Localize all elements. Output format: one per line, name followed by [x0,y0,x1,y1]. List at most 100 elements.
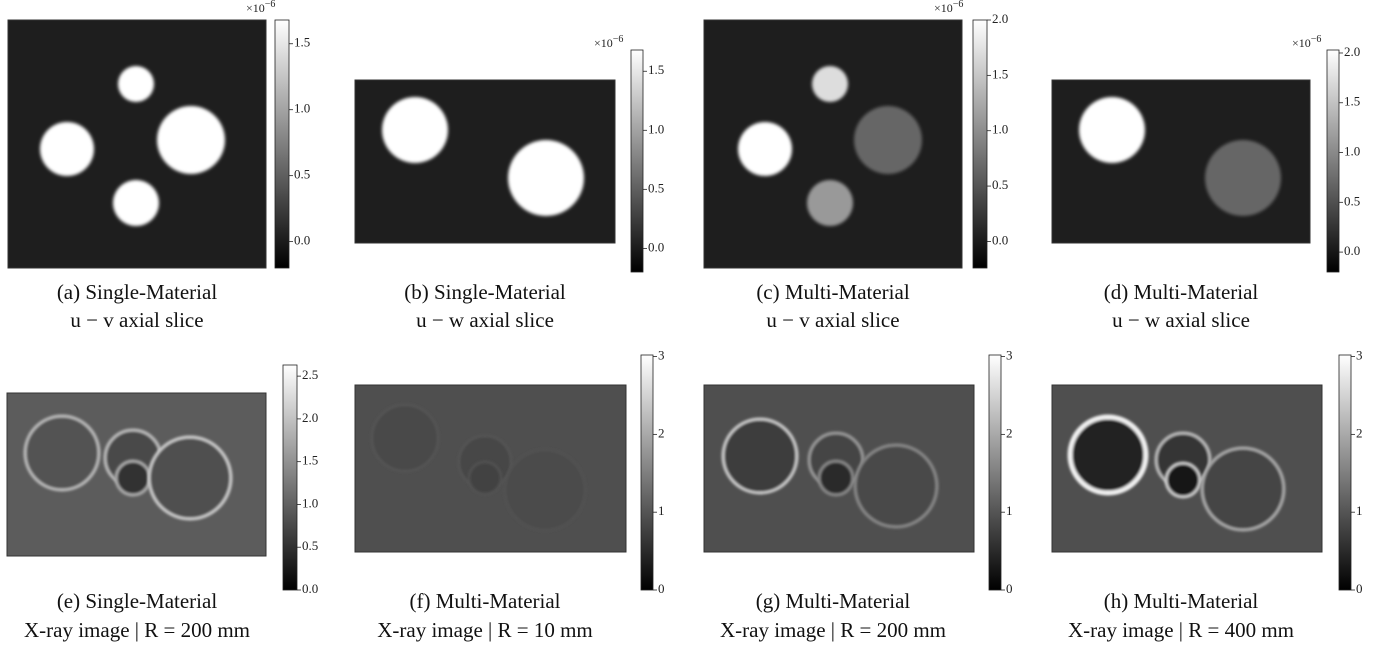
colorbar-tick-label: 0.0 [1344,243,1360,258]
blob [853,443,939,529]
colorbar-multiplier: ×10−6 [1292,34,1321,50]
colorbar-tick-label: 1.5 [1344,94,1360,109]
multiplier-exponent: −6 [265,0,276,10]
colorbar-tick-label: 1.0 [992,122,1008,137]
blob [1079,97,1145,163]
colorbar-tick-label: 0 [1356,581,1363,596]
multiplier-exponent: −6 [1311,34,1322,45]
colorbar-tick-label: 2.0 [992,11,1008,26]
caption: (h) Multi-Material [1104,589,1259,613]
panel: 0 1 2 3 (f) Multi-Material X-ray image | R = … [354,348,665,642]
colorbar-tick-label: 0 [658,581,665,596]
colorbar-tick-label: 1.0 [648,121,664,136]
colorbar-tick-label: 1.5 [302,453,318,468]
blob [23,414,101,492]
caption: (d) Multi-Material [1104,280,1259,304]
blob [157,106,225,174]
caption: u − w axial slice [416,308,554,332]
blob [1200,446,1286,532]
colorbar-tick-label: 1 [1356,503,1363,518]
colorbar [274,19,290,269]
multiplier-base: ×10 [1292,36,1311,50]
colorbar-tick-label: 0.5 [302,538,318,553]
blob [40,122,94,176]
colorbar [640,354,654,591]
colorbar-tick-label: 0.0 [992,232,1008,247]
colorbar-tick-label: 3 [1006,348,1013,363]
caption: (g) Multi-Material [756,589,911,613]
colorbar-tick-label: 1.5 [648,62,664,77]
blob [118,66,154,102]
blob [147,435,233,521]
colorbar-tick-label: 2 [1006,425,1013,440]
blob [738,122,792,176]
blob [721,417,799,495]
caption: (c) Multi-Material [756,280,910,304]
colorbar-tick-label: 3 [1356,348,1363,363]
caption: u − v axial slice [766,308,899,332]
colorbar-tick-label: 0.5 [1344,193,1360,208]
multiplier-exponent: −6 [953,0,964,10]
panel: 0.0 0.5 1.0 1.5 2.0 2.5 (e) Single-Material X-r… [6,364,318,642]
colorbar-tick-label: 0.0 [294,233,310,248]
caption: (a) Single-Material [57,280,218,304]
colorbar-tick-label: 2.0 [1344,44,1360,59]
colorbar-tick-label: 0.5 [648,180,664,195]
multiplier-base: ×10 [246,1,265,15]
multiplier-exponent: −6 [613,34,624,45]
caption: X-ray image | R = 200 mm [24,618,250,642]
colorbar-multiplier: ×10−6 [934,0,963,15]
blob [382,97,448,163]
colorbar [1326,49,1340,273]
caption: (e) Single-Material [57,589,218,613]
colorbar-tick-label: 2.5 [302,367,318,382]
blob [817,459,855,497]
caption: X-ray image | R = 200 mm [720,618,946,642]
colorbar-tick-label: 0.0 [648,239,664,254]
blob [504,449,586,531]
blob [812,66,848,102]
colorbar-tick-label: 2 [658,425,665,440]
colorbar-tick-label: 0.0 [302,581,318,596]
colorbar-tick-label: 1.0 [1344,144,1360,159]
colorbar-tick-label: 1.0 [302,495,318,510]
panel: 0.0 0.5 1.0 1.5 ×10−6 (a) Single-Material u − … [7,0,310,332]
colorbar-tick-label: 2 [1356,425,1363,440]
panel: 0.0 0.5 1.0 1.5 2.0 ×10−6 (c) Multi-Material u … [703,0,1008,332]
blob [468,461,502,495]
blob [1164,461,1202,499]
colorbar-tick-label: 0 [1006,581,1013,596]
colorbar [988,354,1002,591]
blob [854,106,922,174]
colorbar-tick-label: 0.5 [992,177,1008,192]
colorbar [972,19,988,269]
caption: X-ray image | R = 10 mm [377,618,593,642]
colorbar-tick-label: 3 [658,348,665,363]
panel: 0.0 0.5 1.0 1.5 2.0 ×10−6 (d) Multi-Material u … [1051,34,1360,332]
colorbar-multiplier: ×10−6 [246,0,275,15]
colorbar-multiplier: ×10−6 [594,34,623,50]
colorbar [1338,354,1352,591]
colorbar-tick-label: 2.0 [302,410,318,425]
caption: (f) Multi-Material [409,589,560,613]
multiplier-base: ×10 [594,36,613,50]
blob [114,459,152,497]
blob [371,404,439,472]
blob [508,140,584,216]
blob [1067,414,1149,496]
colorbar-tick-label: 1.5 [294,35,310,50]
multiplier-base: ×10 [934,1,953,15]
panel: 0 1 2 3 (h) Multi-Material X-ray image | R = … [1051,348,1363,642]
caption: u − v axial slice [70,308,203,332]
colorbar-tick-label: 0.5 [294,167,310,182]
panel: 0 1 2 3 (g) Multi-Material X-ray image | R = … [703,348,1013,642]
colorbar [630,49,644,273]
blob [113,180,159,226]
colorbar-tick-label: 1.0 [294,101,310,116]
colorbar-tick-label: 1.5 [992,66,1008,81]
panel: 0.0 0.5 1.0 1.5 ×10−6 (b) Single-Material u − … [354,34,664,332]
blob [1205,140,1281,216]
caption: X-ray image | R = 400 mm [1068,618,1294,642]
colorbar [282,364,298,591]
